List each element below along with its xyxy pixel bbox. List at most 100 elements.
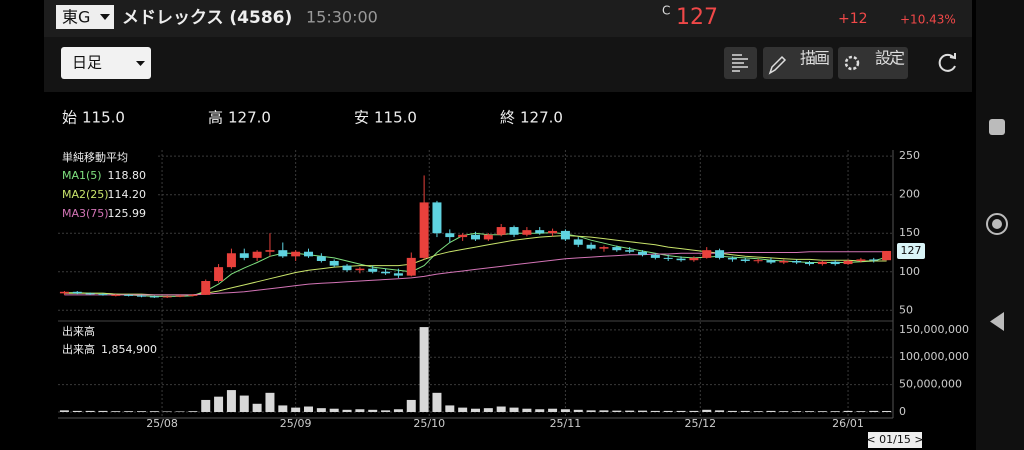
- candle-body: [342, 265, 352, 271]
- candle-body: [432, 202, 442, 234]
- candle-body: [85, 293, 95, 295]
- candle-body: [792, 260, 802, 263]
- volume-legend-label: 出来高: [62, 342, 95, 356]
- volume-bar: [419, 327, 429, 412]
- volume-bar: [817, 411, 827, 412]
- ma-legend-name: MA3(75): [62, 207, 109, 220]
- x-tick-label: 25/08: [146, 417, 178, 430]
- y-tick-label: 200: [899, 188, 920, 201]
- stock-name: メドレックス (4586): [122, 8, 292, 28]
- candle-body: [175, 295, 185, 297]
- ma-legend-value: 125.99: [108, 207, 147, 220]
- candle-body: [612, 247, 622, 251]
- x-tick-label: 25/11: [550, 417, 582, 430]
- volume-legend-title: 出来高: [62, 324, 95, 338]
- volume-bar: [124, 411, 134, 412]
- ohlc-value: 115.0: [374, 109, 417, 127]
- ma-legend-value: 118.80: [108, 169, 147, 182]
- candle-body: [201, 281, 211, 295]
- ohlc-row: 始 115.0 高 127.0 安 115.0 終 127.0: [62, 109, 563, 127]
- candle-body: [496, 227, 506, 235]
- volume-bar: [792, 411, 802, 412]
- draw-btn[interactable]: [763, 47, 833, 79]
- volume-bar: [535, 409, 545, 412]
- candle-body: [368, 268, 378, 272]
- volume-bar: [702, 409, 712, 412]
- nav-home[interactable]: [986, 213, 1008, 235]
- candle-body: [522, 230, 532, 235]
- volume-bar: [393, 409, 403, 412]
- volume-bar: [368, 409, 378, 412]
- volume-bar: [252, 403, 262, 412]
- y-tick-label: 250: [899, 149, 920, 162]
- nav-recent[interactable]: [989, 119, 1005, 135]
- ohlc-value: 115.0: [82, 109, 125, 127]
- candle-body: [355, 268, 365, 271]
- candle-body: [727, 257, 737, 260]
- volume-bar: [214, 396, 224, 412]
- volume-bar: [137, 411, 146, 412]
- candle-body: [239, 253, 249, 258]
- volume-bar: [496, 406, 506, 412]
- candle-body: [817, 261, 827, 265]
- x-tick-label: 26/01: [832, 417, 864, 430]
- volume-bar: [111, 411, 121, 412]
- candle-body: [188, 294, 198, 296]
- ma-legend-name: MA1(5): [62, 169, 102, 182]
- volume-bar: [830, 411, 840, 412]
- candle-body: [72, 291, 82, 294]
- volume-bar: [650, 410, 660, 412]
- candle-body: [625, 250, 635, 252]
- volume-bar: [638, 410, 647, 412]
- candle-body: [137, 295, 146, 297]
- date-nav-box[interactable]: [868, 432, 922, 448]
- price-tag: 127: [901, 244, 922, 257]
- candle-body: [573, 239, 583, 245]
- candle-body: [316, 256, 326, 261]
- nav-home-dot: [992, 219, 1002, 229]
- volume-legend-box: [58, 324, 158, 370]
- volume-tick-label: 150,000,000: [899, 323, 969, 336]
- volume-bar: [882, 410, 892, 412]
- volume-bar: [329, 408, 339, 412]
- candle-body: [483, 234, 493, 240]
- x-tick-label: 25/09: [280, 417, 312, 430]
- candle-body: [214, 267, 224, 282]
- candle-body: [843, 260, 853, 265]
- volume-bar: [843, 410, 853, 412]
- volume-bar: [471, 408, 480, 412]
- dropdown-arrow: [100, 14, 110, 20]
- volume-bar: [278, 405, 288, 412]
- volume-bar: [586, 410, 596, 412]
- candle-body: [291, 251, 301, 257]
- volume-bar: [766, 410, 776, 412]
- volume-bar: [226, 390, 236, 412]
- candle-body: [252, 251, 262, 258]
- ohlc-value: 127.0: [228, 109, 271, 127]
- candle-body: [149, 296, 159, 298]
- price: 127: [676, 5, 718, 30]
- candle-body: [304, 251, 313, 257]
- candle-body: [162, 296, 172, 298]
- nav-back[interactable]: [990, 312, 1004, 331]
- candle-body: [753, 260, 763, 262]
- volume-bar: [406, 399, 416, 412]
- candle-body: [111, 294, 121, 296]
- settings-label: 設定: [875, 49, 905, 68]
- volume-bar: [663, 410, 673, 412]
- volume-bar: [599, 410, 609, 412]
- candle-body: [471, 234, 480, 240]
- volume-bar: [689, 410, 699, 412]
- volume-bar: [445, 405, 455, 412]
- candle-body: [766, 260, 776, 263]
- price-tag-box: [897, 242, 925, 259]
- ma-legend-name: MA2(25): [62, 188, 109, 201]
- volume-bar: [265, 392, 275, 412]
- ohlc-label: 安: [354, 109, 369, 127]
- settings-btn[interactable]: [838, 47, 908, 79]
- candle-body: [882, 250, 892, 261]
- period-select[interactable]: [61, 47, 151, 79]
- candle-body: [59, 291, 69, 294]
- refresh-btn[interactable]: [938, 53, 956, 72]
